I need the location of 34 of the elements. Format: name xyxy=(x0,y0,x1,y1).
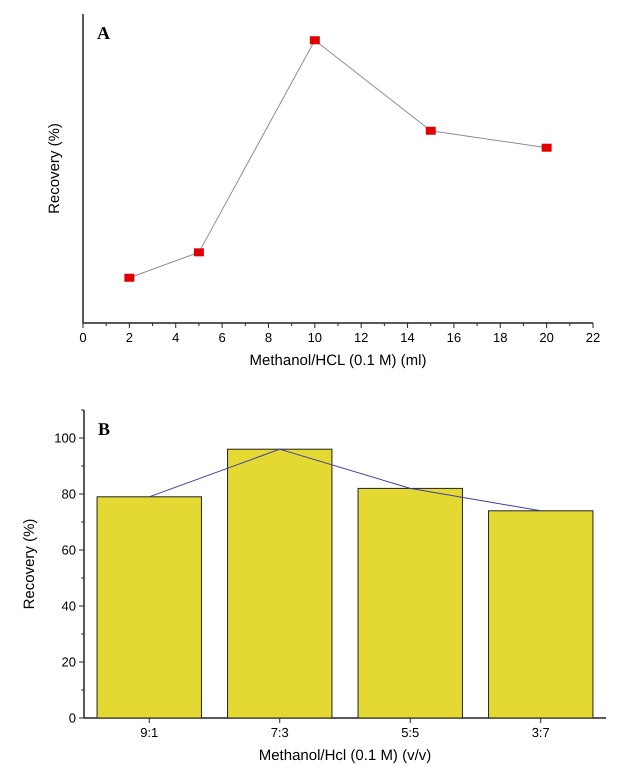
x-tick-label: 18 xyxy=(493,330,508,345)
point xyxy=(194,248,204,256)
x-tick-label: 9:1 xyxy=(140,725,158,740)
y-tick-label: 0 xyxy=(68,710,76,726)
x-tick-label: 3:7 xyxy=(532,725,550,740)
text: B xyxy=(98,419,110,439)
x-tick-label: 7:3 xyxy=(270,725,289,740)
y-axis-title: Recovery (%) xyxy=(21,518,38,610)
point xyxy=(542,144,552,152)
x-tick-label: 20 xyxy=(539,330,554,345)
x-tick-label: 0 xyxy=(79,330,87,345)
y-axis-title: Recovery (%) xyxy=(46,123,63,214)
y-tick-label: 80 xyxy=(62,486,76,502)
chart-title: A xyxy=(97,23,110,43)
x-tick-label: 14 xyxy=(400,330,415,345)
point xyxy=(426,126,436,135)
x-tick-label: 6 xyxy=(218,330,226,345)
x-tick-label: 8 xyxy=(264,330,272,345)
y-tick-label: 100 xyxy=(54,430,76,446)
x-axis-title: Methanol/Hcl (0.1 M) (v/v) xyxy=(258,747,432,764)
x-tick-label: 12 xyxy=(354,330,368,345)
point xyxy=(124,274,134,282)
line-series xyxy=(148,448,542,512)
y-tick-label: 20 xyxy=(62,654,76,670)
x-tick-label: 16 xyxy=(446,330,462,345)
x-tick-label: 5:5 xyxy=(401,725,420,740)
y-tick-label: 60 xyxy=(62,542,76,558)
x-tick-label: 4 xyxy=(172,330,180,345)
x-axis-title: Methanol/HCL (0.1 M) (ml) xyxy=(250,352,426,369)
x-tick-label: 22 xyxy=(586,330,600,345)
y-tick-label: 40 xyxy=(62,598,76,614)
point xyxy=(310,36,320,44)
x-tick-label: 10 xyxy=(308,330,322,345)
x-tick-label: 2 xyxy=(126,330,133,345)
